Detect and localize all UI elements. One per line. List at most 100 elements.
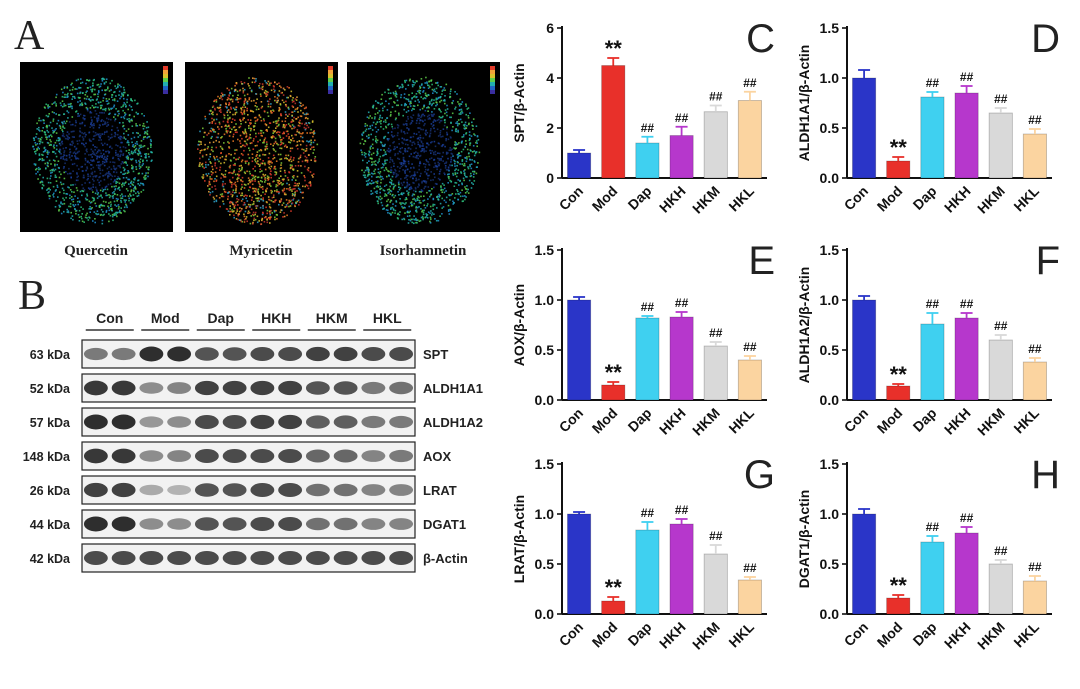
y-tick-label: 0.0: [535, 392, 555, 408]
blot-protein-label: β-Actin: [423, 551, 468, 566]
blot-band: [167, 551, 192, 565]
blot-band: [389, 415, 414, 429]
bar-lrat-mod: [601, 600, 626, 615]
significance-hashes: ##: [1028, 113, 1042, 127]
chart-c-spt: 0 2 4 6 SPT/β-Actin C Con ** Mod ## Dap ## HKH ## HKM #…: [511, 17, 775, 217]
bar-aox-con: [567, 299, 592, 401]
panel-f-letter: F: [1036, 239, 1060, 283]
blot-row-spt: 63 kDa SPT: [30, 339, 448, 369]
bar-aox-hkl: [737, 359, 762, 401]
panel-d-letter: D: [1031, 17, 1060, 61]
blot-band: [361, 551, 386, 565]
x-tick-label: Con: [556, 405, 587, 436]
blot-row-aldh1a1: 52 kDa ALDH1A1: [30, 373, 483, 403]
bar-aldh1a2-mod: [886, 385, 911, 401]
blot-band: [194, 449, 219, 463]
x-tick-label: Mod: [589, 405, 621, 437]
bar-lrat-hkl: [737, 579, 762, 615]
x-tick-label: HKL: [725, 182, 757, 214]
y-axis-label: AOX/β-Actin: [511, 284, 527, 366]
y-tick-label: 0: [546, 170, 554, 186]
blot-kda-label: 42 kDa: [30, 552, 71, 566]
bar-dgat1-dap: [920, 541, 945, 615]
x-tick-label: HKM: [689, 183, 723, 217]
blot-band: [389, 484, 414, 496]
colorbar: [328, 66, 333, 94]
blot-band: [111, 347, 136, 361]
blot-band: [83, 347, 108, 361]
x-tick-label: Dap: [625, 619, 655, 649]
isorhamnetin-image: [347, 62, 500, 232]
blot-protein-label: DGAT1: [423, 517, 466, 532]
x-tick-label: Mod: [874, 405, 906, 437]
bar-spt-hkl: [737, 100, 762, 179]
y-tick-label: 1.5: [820, 456, 840, 472]
y-tick-label: 1.0: [820, 506, 840, 522]
blot-band: [333, 415, 358, 429]
panel-e-letter: E: [748, 239, 775, 283]
chart-h-dgat1: 0.0 0.5 1.0 1.5 DGAT1/β-Actin H Con ** Mod ## Dap #…: [796, 453, 1060, 653]
blot-group-dap: Dap: [208, 310, 234, 326]
x-tick-label: Dap: [625, 183, 655, 213]
significance-hashes: ##: [641, 121, 655, 135]
y-tick-label: 0.5: [820, 120, 840, 136]
bar-lrat-con: [567, 513, 592, 615]
blot-band: [278, 414, 303, 430]
myricetin-label: Myricetin: [229, 243, 293, 259]
blot-band: [250, 449, 275, 463]
significance-stars: **: [605, 36, 623, 61]
blot-band: [139, 382, 164, 394]
blot-band: [139, 551, 164, 565]
y-tick-label: 0.5: [535, 556, 555, 572]
bar-aldh1a1-con: [852, 77, 877, 179]
x-tick-label: Con: [841, 405, 872, 436]
y-axis-label: SPT/β-Actin: [511, 63, 527, 142]
y-axis-label: ALDH1A2/β-Actin: [796, 267, 812, 384]
x-tick-label: Dap: [910, 405, 940, 435]
y-tick-label: 1.5: [535, 456, 555, 472]
blot-band: [305, 483, 330, 497]
significance-hashes: ##: [926, 297, 940, 311]
blot-row-aldh1a2: 57 kDa ALDH1A2: [30, 407, 483, 437]
blot-band: [194, 551, 219, 565]
blot-group-mod: Mod: [151, 310, 180, 326]
blot-band: [83, 551, 108, 565]
significance-hashes: ##: [743, 340, 757, 354]
blot-band: [305, 381, 330, 395]
blot-band: [111, 414, 136, 430]
blot-band: [194, 517, 219, 531]
x-tick-label: HKL: [725, 618, 757, 650]
blot-band: [222, 347, 247, 361]
bar-lrat-dap: [635, 529, 660, 615]
blot-band: [389, 381, 414, 395]
blot-band: [278, 551, 303, 565]
bar-dgat1-hkh: [954, 532, 979, 615]
x-tick-label: HKM: [689, 405, 723, 439]
blot-band: [222, 449, 247, 463]
quercetin-image: [20, 62, 173, 232]
bar-aldh1a1-hkh: [954, 92, 979, 179]
bar-spt-con: [567, 152, 592, 179]
blot-band: [389, 347, 414, 361]
blot-band: [305, 517, 330, 531]
blot-band: [305, 551, 330, 565]
significance-hashes: ##: [743, 561, 757, 575]
y-tick-label: 1.0: [535, 506, 555, 522]
blot-kda-label: 63 kDa: [30, 348, 71, 362]
x-tick-label: Con: [556, 619, 587, 650]
blot-band: [167, 450, 192, 462]
blot-band: [83, 414, 108, 430]
significance-hashes: ##: [926, 520, 940, 534]
x-tick-label: HKM: [974, 183, 1008, 217]
blot-frame: [81, 373, 416, 403]
bar-aldh1a1-dap: [920, 96, 945, 179]
significance-hashes: ##: [743, 76, 757, 90]
blot-band: [361, 415, 386, 429]
chart-e-aox: 0.0 0.5 1.0 1.5 AOX/β-Actin E Con ** Mod ## Dap ## H…: [511, 239, 775, 439]
significance-hashes: ##: [675, 503, 689, 517]
significance-hashes: ##: [926, 76, 940, 90]
bar-aldh1a2-hkh: [954, 317, 979, 401]
x-tick-label: Con: [556, 183, 587, 214]
blot-band: [305, 449, 330, 463]
x-tick-label: Con: [841, 619, 872, 650]
